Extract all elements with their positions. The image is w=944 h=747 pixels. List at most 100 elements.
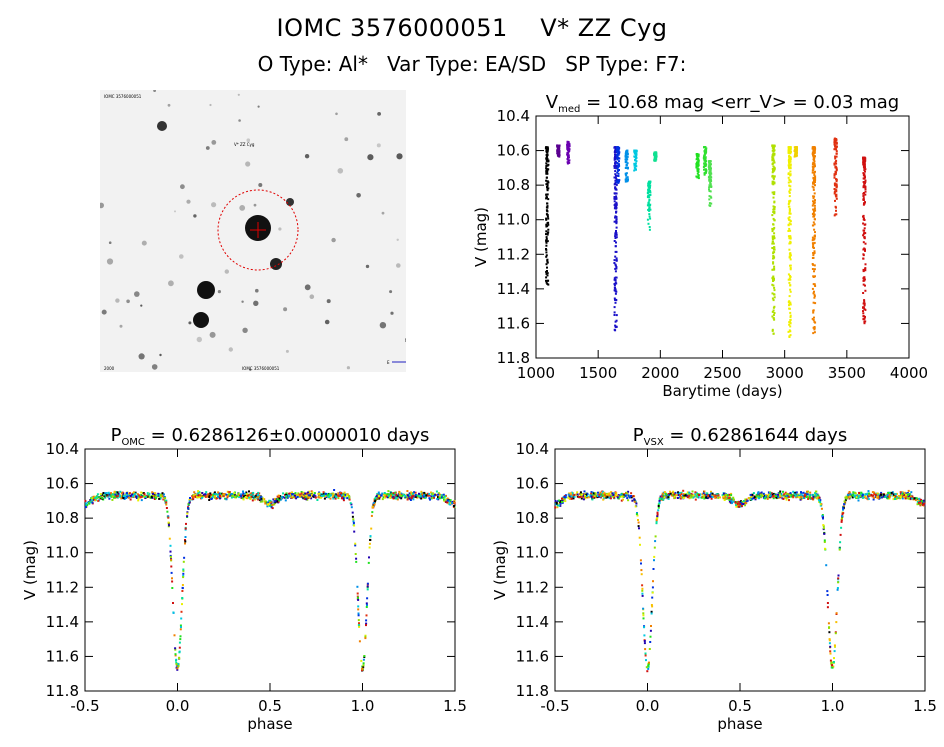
vsx-data-point xyxy=(612,494,615,496)
vsx-data-point xyxy=(805,496,808,498)
omc-data-point xyxy=(165,499,168,502)
omc-data-point xyxy=(273,497,276,500)
ts-data-point xyxy=(813,316,815,319)
ts-data-point xyxy=(773,145,776,148)
sky-star xyxy=(205,146,210,150)
vsx-data-point xyxy=(686,496,689,499)
ts-data-point xyxy=(788,248,791,251)
ts-data-point xyxy=(813,241,816,244)
vsx-data-point xyxy=(906,497,909,500)
ts-data-point xyxy=(616,171,619,174)
ts-data-point xyxy=(812,292,815,295)
ts-data-point xyxy=(635,153,638,156)
ts-data-point xyxy=(863,202,866,205)
ts-data-point xyxy=(862,174,865,177)
omc-data-point xyxy=(328,495,331,498)
ts-data-point xyxy=(614,216,617,219)
omc-data-point xyxy=(312,495,315,498)
omc-data-point xyxy=(320,494,323,497)
vsx-data-point xyxy=(773,495,776,498)
ts-data-point xyxy=(647,222,650,225)
vsx-data-point xyxy=(783,493,786,496)
ts-data-point xyxy=(646,196,649,199)
ts-data-point xyxy=(546,274,549,277)
vsx-data-point xyxy=(915,497,918,500)
omc-data-point xyxy=(210,498,213,500)
ts-data-point xyxy=(771,175,774,178)
omc-data-point xyxy=(187,503,190,506)
vsx-data-point xyxy=(583,490,586,493)
omc-data-point xyxy=(332,495,334,498)
ts-data-point xyxy=(863,320,866,323)
sky-star xyxy=(396,238,399,241)
omc-data-point xyxy=(372,502,375,504)
omc-data-point xyxy=(369,535,372,538)
ts-data-point xyxy=(546,258,549,261)
vsx-data-point xyxy=(889,492,892,495)
omc-ytick-label: 11.4 xyxy=(46,613,79,631)
omc-data-point xyxy=(343,491,346,494)
vsx-data-point xyxy=(845,495,848,498)
ts-data-point xyxy=(813,210,816,212)
omc-data-point xyxy=(444,498,447,501)
omc-data-point xyxy=(360,659,363,662)
vsx-data-point xyxy=(837,581,840,584)
ts-data-point xyxy=(814,275,816,278)
sky-star xyxy=(326,299,331,304)
sky-star xyxy=(346,366,350,370)
omc-data-point xyxy=(98,496,101,499)
vsx-data-point xyxy=(696,494,699,497)
ts-data-point xyxy=(813,150,815,153)
ts-data-point xyxy=(813,228,816,231)
vsx-data-point xyxy=(651,596,654,599)
ts-data-point xyxy=(614,164,617,167)
sky-star xyxy=(126,299,130,304)
vsx-data-point xyxy=(922,499,925,502)
vsx-data-point xyxy=(750,496,753,498)
omc-data-point xyxy=(326,494,329,496)
vsx-data-point xyxy=(799,495,802,498)
omc-data-point xyxy=(294,492,297,495)
omc-data-point xyxy=(166,510,169,513)
ts-data-point xyxy=(697,155,700,158)
omc-data-point xyxy=(322,493,325,496)
vsx-data-point xyxy=(613,494,616,497)
sky-star xyxy=(238,119,241,122)
omc-data-point xyxy=(302,495,305,498)
omc-data-point xyxy=(357,614,360,617)
vsx-data-point xyxy=(738,502,741,504)
omc-data-point xyxy=(226,495,229,498)
omc-data-point xyxy=(181,597,184,599)
vsx-data-point xyxy=(840,520,843,523)
omc-data-point xyxy=(288,492,291,495)
ts-data-point xyxy=(812,167,815,169)
omc-data-point xyxy=(184,527,187,530)
vsx-data-point xyxy=(703,497,706,500)
vsx-data-point xyxy=(606,496,609,499)
ts-data-point xyxy=(696,168,699,170)
omc-data-point xyxy=(400,497,403,500)
vsx-data-point xyxy=(682,489,685,492)
vsx-data-point xyxy=(644,654,647,657)
omc-data-point xyxy=(366,582,369,585)
vsx-data-point xyxy=(647,663,650,666)
omc-data-point xyxy=(103,495,106,498)
vsx-data-point xyxy=(702,496,705,499)
sky-star-bright xyxy=(270,258,282,270)
vsx-data-point xyxy=(860,491,863,494)
omc-data-point xyxy=(323,497,326,500)
vsx-data-point xyxy=(722,492,725,495)
vsx-data-point xyxy=(605,496,608,499)
ts-data-point xyxy=(558,148,561,151)
ts-data-point xyxy=(812,203,815,205)
vsx-data-point xyxy=(597,491,599,494)
omc-data-point xyxy=(122,497,125,500)
ts-data-point xyxy=(649,191,652,194)
ts-data-point xyxy=(789,264,791,267)
omc-data-point xyxy=(196,493,199,496)
vsx-data-point xyxy=(694,493,697,496)
omc-data-point xyxy=(186,515,189,518)
omc-data-point xyxy=(305,498,308,501)
vsx-xtick-label: -0.5 xyxy=(540,697,569,715)
sky-star xyxy=(335,112,338,116)
